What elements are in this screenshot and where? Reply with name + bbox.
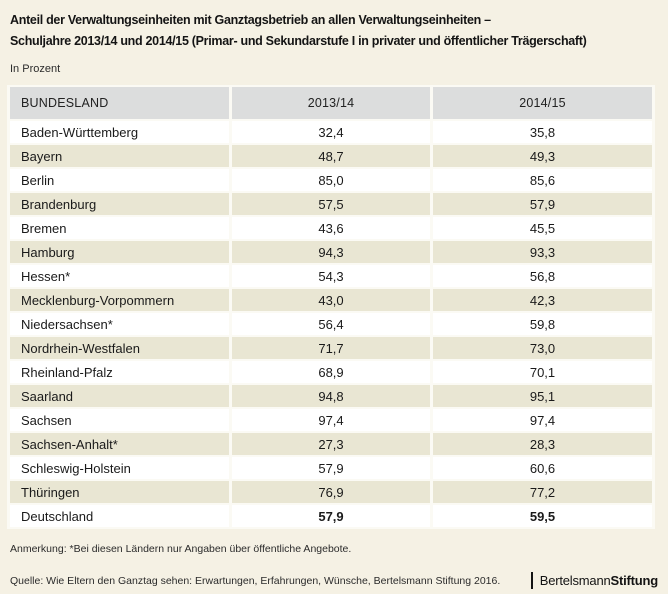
bundesland-cell: Baden-Württemberg	[10, 121, 229, 143]
bundesland-cell: Nordrhein-Westfalen	[10, 337, 229, 359]
value-cell-2013/14: 48,7	[232, 145, 430, 167]
table-row: Nordrhein-Westfalen 71,7 73,0	[10, 337, 652, 359]
value-cell-2014/15: 93,3	[433, 241, 652, 263]
table-row: Bayern 48,7 49,3	[10, 145, 652, 167]
value-cell-2014/15: 45,5	[433, 217, 652, 239]
chart-title-line2: Schuljahre 2013/14 und 2014/15 (Primar- …	[10, 34, 587, 48]
value-cell-2014/15: 56,8	[433, 265, 652, 287]
value-cell-2013/14: 54,3	[232, 265, 430, 287]
column-header-2014-15: 2014/15	[433, 87, 652, 119]
table-row: Thüringen 76,9 77,2	[10, 481, 652, 503]
value-cell-2013/14: 27,3	[232, 433, 430, 455]
value-cell-2013/14: 85,0	[232, 169, 430, 191]
column-header-bundesland: BUNDESLAND	[10, 87, 229, 119]
bundesland-cell: Thüringen	[10, 481, 229, 503]
bundesland-cell: Saarland	[10, 385, 229, 407]
table-row: Mecklenburg-Vorpommern 43,0 42,3	[10, 289, 652, 311]
table-header-row: BUNDESLAND 2013/14 2014/15	[10, 87, 652, 119]
bundesland-cell: Schleswig-Holstein	[10, 457, 229, 479]
value-cell-2013/14: 68,9	[232, 361, 430, 383]
table-row: Hessen* 54,3 56,8	[10, 265, 652, 287]
value-cell-2014/15: 95,1	[433, 385, 652, 407]
bundesland-cell: Niedersachsen*	[10, 313, 229, 335]
data-table: BUNDESLAND 2013/14 2014/15 Baden-Württem…	[7, 85, 655, 529]
bundesland-cell: Bremen	[10, 217, 229, 239]
value-cell-2014/15: 85,6	[433, 169, 652, 191]
value-cell-2013/14: 57,9	[232, 505, 430, 527]
value-cell-2013/14: 56,4	[232, 313, 430, 335]
column-header-2013-14: 2013/14	[232, 87, 430, 119]
table-row: Schleswig-Holstein 57,9 60,6	[10, 457, 652, 479]
logo-name: Bertelsmann	[539, 573, 611, 588]
bundesland-cell: Sachsen-Anhalt*	[10, 433, 229, 455]
bundesland-cell: Bayern	[10, 145, 229, 167]
table-body: Baden-Württemberg 32,4 35,8 Bayern 48,7 49,3 B…	[10, 121, 652, 527]
footnote: Anmerkung: *Bei diesen Ländern nur Angab…	[10, 543, 352, 555]
bundesland-cell: Brandenburg	[10, 193, 229, 215]
value-cell-2014/15: 57,9	[433, 193, 652, 215]
value-cell-2013/14: 57,5	[232, 193, 430, 215]
table-row: Brandenburg 57,5 57,9	[10, 193, 652, 215]
value-cell-2013/14: 76,9	[232, 481, 430, 503]
value-cell-2013/14: 71,7	[232, 337, 430, 359]
bundesland-cell: Mecklenburg-Vorpommern	[10, 289, 229, 311]
value-cell-2013/14: 43,0	[232, 289, 430, 311]
value-cell-2014/15: 59,5	[433, 505, 652, 527]
unit-label: In Prozent	[10, 63, 61, 75]
value-cell-2013/14: 32,4	[232, 121, 430, 143]
table-row: Sachsen 97,4 97,4	[10, 409, 652, 431]
bundesland-cell: Rheinland-Pfalz	[10, 361, 229, 383]
logo-suffix: Stiftung	[610, 573, 659, 588]
table-row: Sachsen-Anhalt* 27,3 28,3	[10, 433, 652, 455]
bundesland-cell: Berlin	[10, 169, 229, 191]
table-row: Deutschland 57,9 59,5	[10, 505, 652, 527]
value-cell-2013/14: 94,8	[232, 385, 430, 407]
table-row: Hamburg 94,3 93,3	[10, 241, 652, 263]
bundesland-cell: Hamburg	[10, 241, 229, 263]
chart-title: Anteil der Verwaltungseinheiten mit Ganz…	[10, 10, 658, 52]
value-cell-2013/14: 97,4	[232, 409, 430, 431]
value-cell-2014/15: 77,2	[433, 481, 652, 503]
value-cell-2014/15: 42,3	[433, 289, 652, 311]
value-cell-2014/15: 35,8	[433, 121, 652, 143]
source-text: Quelle: Wie Eltern den Ganztag sehen: Er…	[10, 574, 501, 587]
value-cell-2013/14: 43,6	[232, 217, 430, 239]
value-cell-2014/15: 49,3	[433, 145, 652, 167]
value-cell-2013/14: 94,3	[232, 241, 430, 263]
table-row: Niedersachsen* 56,4 59,8	[10, 313, 652, 335]
value-cell-2014/15: 73,0	[433, 337, 652, 359]
logo-bar-icon	[530, 572, 533, 589]
table-row: Saarland 94,8 95,1	[10, 385, 652, 407]
value-cell-2014/15: 28,3	[433, 433, 652, 455]
bundesland-cell: Hessen*	[10, 265, 229, 287]
value-cell-2013/14: 57,9	[232, 457, 430, 479]
source-row: Quelle: Wie Eltern den Ganztag sehen: Er…	[10, 572, 658, 589]
table-row: Berlin 85,0 85,6	[10, 169, 652, 191]
table-row: Bremen 43,6 45,5	[10, 217, 652, 239]
chart-title-line1: Anteil der Verwaltungseinheiten mit Ganz…	[10, 13, 491, 27]
bundesland-cell: Sachsen	[10, 409, 229, 431]
bundesland-cell: Deutschland	[10, 505, 229, 527]
value-cell-2014/15: 70,1	[433, 361, 652, 383]
bertelsmann-stiftung-logo: Bertelsmann Stiftung	[530, 572, 659, 589]
value-cell-2014/15: 97,4	[433, 409, 652, 431]
table-header: BUNDESLAND 2013/14 2014/15	[10, 87, 652, 119]
value-cell-2014/15: 59,8	[433, 313, 652, 335]
table-row: Rheinland-Pfalz 68,9 70,1	[10, 361, 652, 383]
table-row: Baden-Württemberg 32,4 35,8	[10, 121, 652, 143]
value-cell-2014/15: 60,6	[433, 457, 652, 479]
